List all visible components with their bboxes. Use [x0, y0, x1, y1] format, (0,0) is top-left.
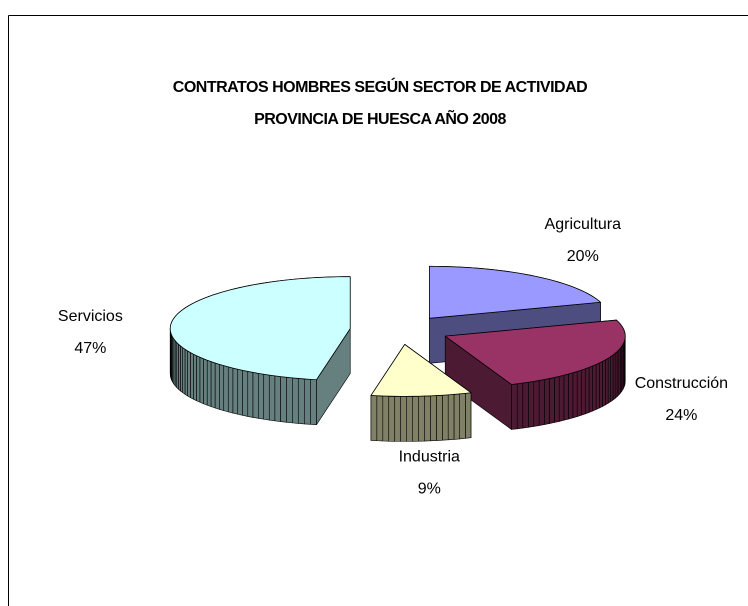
slice-side: [232, 367, 239, 415]
slice-side: [274, 375, 281, 422]
slice-side: [187, 350, 191, 398]
slice-side: [286, 376, 293, 424]
slice-side: [388, 395, 396, 442]
slice-side: [424, 395, 431, 442]
slice: [370, 343, 472, 397]
slice-side: [522, 381, 529, 429]
slice-side: [549, 377, 555, 424]
slice-side: [199, 356, 204, 405]
slice-side: [376, 395, 384, 442]
slice-group: [169, 276, 351, 426]
slice-side: [190, 352, 194, 400]
slice-side: [370, 395, 378, 442]
slice-side: [447, 394, 455, 441]
slice-side: [400, 396, 408, 442]
chart-title: CONTRATOS HOMBRES SEGÚN SECTOR DE ACTIVI…: [173, 77, 587, 96]
slice-value-label: 20%: [567, 248, 599, 265]
slice-value-label: 24%: [665, 407, 697, 424]
slice-side: [607, 356, 611, 404]
slice-side: [303, 378, 311, 425]
slice-side: [595, 362, 600, 410]
slice-side: [263, 373, 270, 421]
slice-label: Servicios: [58, 308, 123, 325]
slice-side: [406, 396, 413, 442]
slice-side: [453, 393, 460, 440]
chart-title: PROVINCIA DE HUESCA AÑO 2008: [254, 108, 506, 128]
slice-side: [394, 396, 402, 442]
slice-side: [227, 366, 234, 414]
slice-label: Construcción: [635, 375, 728, 392]
slice-label: Industria: [399, 448, 460, 465]
slice-side: [612, 353, 616, 401]
slice-side: [610, 354, 614, 402]
slice-side: [538, 379, 545, 426]
slice-side: [576, 369, 582, 417]
slice-label: Agricultura: [545, 216, 622, 233]
slice-side: [511, 383, 518, 430]
slice-side: [214, 362, 220, 410]
slice-side: [605, 357, 609, 406]
slice-side: [180, 345, 184, 393]
slice-side: [459, 393, 466, 440]
slice-side: [563, 373, 569, 421]
slice-side: [418, 395, 425, 442]
slice-value-label: 47%: [74, 340, 106, 357]
slice-side: [430, 395, 437, 442]
slice: [444, 319, 626, 385]
slice-side: [258, 373, 265, 420]
slice-side: [592, 364, 597, 412]
slice-side: [223, 365, 229, 413]
slice-side: [602, 359, 606, 407]
slice-group: [370, 343, 472, 442]
slice-side: [182, 347, 186, 395]
slice-side: [465, 392, 472, 439]
slice-side: [554, 376, 560, 423]
slice-side: [184, 349, 188, 397]
slice-side: [292, 377, 299, 424]
slice-side: [568, 372, 574, 420]
slice-side: [210, 361, 216, 409]
slice-side: [528, 381, 535, 428]
slice-side: [206, 359, 212, 407]
slice-side: [297, 378, 305, 425]
slice-side: [572, 371, 578, 419]
slice-side: [442, 394, 449, 441]
slice-side: [382, 395, 390, 442]
slice-side: [280, 376, 287, 423]
slice-side: [219, 364, 225, 411]
slice-side: [310, 379, 317, 426]
slice-side: [436, 394, 443, 441]
slice: [428, 265, 601, 319]
slice: [169, 276, 351, 381]
slice-side: [412, 395, 419, 442]
slice-side: [543, 378, 550, 425]
slice-side: [599, 361, 603, 409]
slice-side: [516, 382, 524, 430]
slice-side: [203, 358, 208, 406]
slice-group: [444, 319, 626, 430]
slice-side: [242, 370, 249, 417]
slice-side: [580, 368, 586, 416]
slice-side: [533, 380, 540, 427]
slice-side: [247, 371, 254, 418]
slice-side: [193, 353, 197, 402]
slice-value-label: 9%: [418, 480, 441, 497]
slice-side: [237, 368, 244, 416]
slice-side: [558, 374, 565, 422]
slice-side: [584, 367, 590, 415]
slice-side: [268, 374, 276, 422]
slice-side: [588, 365, 593, 413]
slice-side: [196, 355, 201, 403]
slice-side: [252, 372, 259, 419]
